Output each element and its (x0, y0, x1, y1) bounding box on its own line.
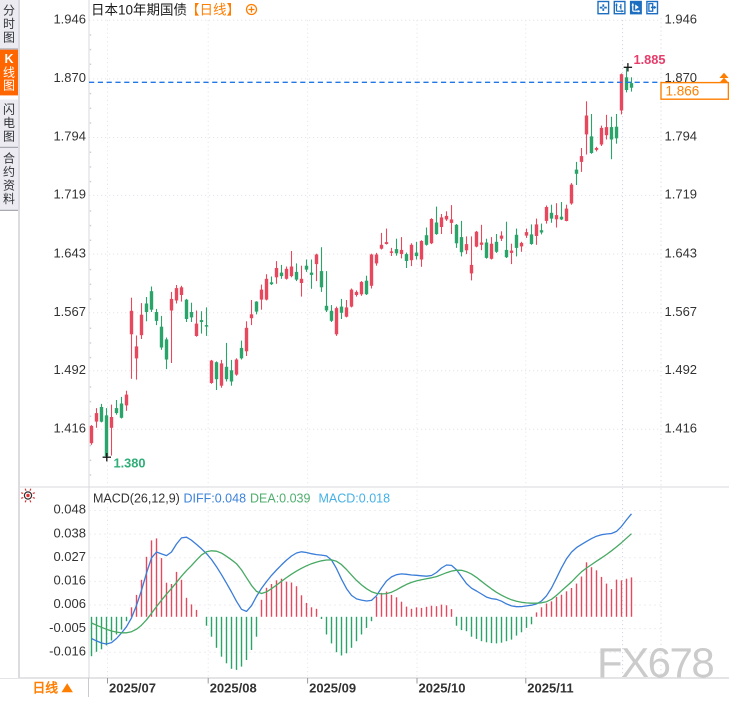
svg-text:1.794: 1.794 (53, 129, 86, 144)
svg-text:1.492: 1.492 (665, 362, 698, 377)
svg-text:日线: 日线 (33, 681, 59, 696)
svg-text:1.719: 1.719 (53, 187, 86, 202)
svg-text:MACD:0.018: MACD:0.018 (319, 492, 391, 506)
svg-text:-0.016: -0.016 (49, 643, 86, 658)
svg-text:电: 电 (3, 116, 15, 130)
svg-text:1.567: 1.567 (53, 304, 86, 319)
svg-text:1.416: 1.416 (53, 421, 86, 436)
svg-text:1.885: 1.885 (634, 52, 666, 67)
svg-text:1.719: 1.719 (665, 187, 698, 202)
svg-text:0.006: 0.006 (53, 596, 86, 611)
svg-text:图: 图 (3, 30, 15, 44)
svg-text:线: 线 (3, 65, 15, 79)
svg-text:-0.005: -0.005 (49, 620, 86, 635)
svg-text:2025/07: 2025/07 (109, 681, 156, 696)
svg-text:0.048: 0.048 (53, 502, 86, 517)
svg-text:1.794: 1.794 (665, 129, 698, 144)
svg-text:1.870: 1.870 (665, 70, 698, 85)
svg-text:0.016: 0.016 (53, 573, 86, 588)
svg-text:1.870: 1.870 (53, 70, 86, 85)
svg-text:2025/11: 2025/11 (527, 681, 573, 696)
svg-text:时: 时 (3, 17, 15, 31)
svg-text:【日线】: 【日线】 (186, 3, 240, 18)
svg-text:2025/10: 2025/10 (419, 681, 466, 696)
svg-text:1.416: 1.416 (665, 421, 698, 436)
svg-text:2025/08: 2025/08 (210, 681, 257, 696)
svg-text:2025/09: 2025/09 (309, 681, 356, 696)
svg-text:日本10年期国债: 日本10年期国债 (91, 3, 187, 18)
svg-text:1.380: 1.380 (114, 456, 146, 471)
svg-text:1.492: 1.492 (53, 362, 86, 377)
svg-text:1.866: 1.866 (666, 84, 700, 99)
svg-text:K: K (4, 52, 13, 66)
svg-text:图: 图 (3, 79, 15, 93)
svg-text:图: 图 (3, 129, 15, 143)
svg-text:DEA:0.039: DEA:0.039 (250, 492, 311, 506)
svg-text:1.643: 1.643 (665, 245, 698, 260)
svg-text:1.567: 1.567 (665, 304, 698, 319)
svg-text:合: 合 (3, 151, 15, 166)
svg-text:闪: 闪 (3, 103, 15, 117)
svg-text:0.038: 0.038 (53, 525, 86, 540)
svg-text:1.946: 1.946 (665, 11, 698, 26)
svg-text:分: 分 (3, 4, 15, 18)
svg-text:料: 料 (3, 192, 15, 206)
svg-text:1.946: 1.946 (53, 11, 86, 26)
svg-text:资: 资 (3, 179, 15, 193)
svg-text:约: 约 (3, 164, 15, 179)
svg-text:1.643: 1.643 (53, 245, 86, 260)
svg-text:0.027: 0.027 (53, 549, 86, 564)
svg-text:FX678: FX678 (597, 639, 713, 686)
svg-text:DIFF:0.048: DIFF:0.048 (184, 492, 247, 506)
svg-text:MACD(26,12,9): MACD(26,12,9) (93, 492, 180, 506)
